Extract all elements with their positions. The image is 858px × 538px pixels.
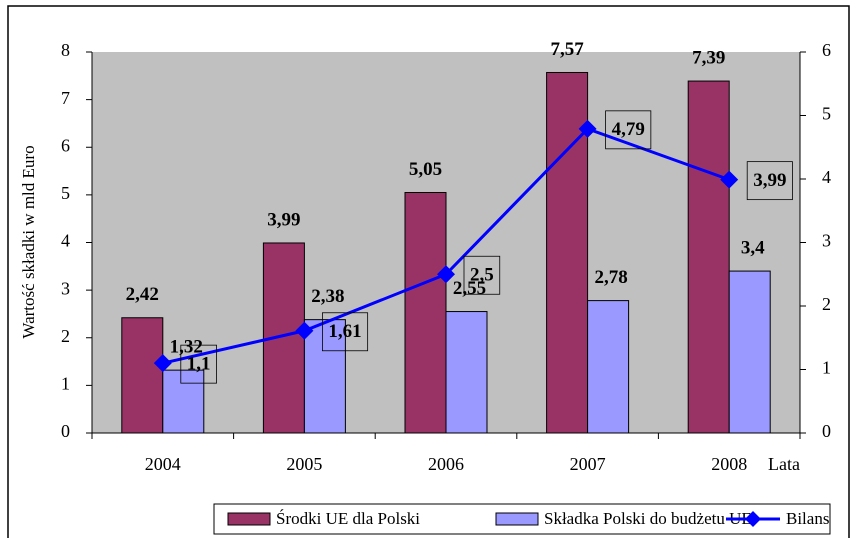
line-marker <box>437 265 455 284</box>
y2-tick-label: 3 <box>822 231 831 251</box>
y-tick-label: 1 <box>61 374 70 394</box>
x-tick-label: 2004 <box>145 454 181 474</box>
data-label: 1,1 <box>187 354 211 375</box>
data-label: 2,5 <box>470 265 494 286</box>
bar <box>546 71 589 434</box>
data-label: 7,57 <box>550 39 584 60</box>
y-tick-label: 7 <box>61 88 70 108</box>
bar <box>404 191 447 434</box>
y-tick-label: 8 <box>61 40 70 60</box>
data-label-box <box>180 344 217 384</box>
bar <box>728 270 771 434</box>
bar <box>445 311 488 434</box>
x-tick-label: 2008 <box>711 454 747 474</box>
data-label-box <box>605 110 652 150</box>
y-tick-label: 2 <box>61 326 70 346</box>
bar <box>303 319 346 434</box>
chart-frame <box>7 5 850 538</box>
data-label: 1,61 <box>328 321 361 342</box>
data-label-box <box>463 255 501 295</box>
y-tick-label: 6 <box>61 135 70 155</box>
line-marker <box>295 321 314 340</box>
data-label: 3,99 <box>267 209 300 230</box>
x-axis-title: Lata <box>768 454 800 474</box>
data-label: 2,42 <box>126 284 159 305</box>
legend-label: Bilans <box>786 509 829 528</box>
data-label-box <box>321 312 369 352</box>
line-marker <box>720 170 739 189</box>
y-axis-title: Wartość składki w mld Euro <box>19 145 38 338</box>
legend-label: Środki UE dla Polski <box>276 509 420 528</box>
y-tick-label: 3 <box>61 278 70 298</box>
bar <box>587 300 630 434</box>
data-label-box <box>746 161 793 201</box>
data-label: 5,05 <box>409 159 442 180</box>
data-label: 2,55 <box>453 278 486 299</box>
line-marker <box>153 354 172 373</box>
y-tick-label: 0 <box>61 421 70 441</box>
line-marker <box>578 119 597 138</box>
data-label: 7,39 <box>692 47 725 68</box>
bar <box>121 317 164 434</box>
y2-tick-label: 0 <box>822 421 831 441</box>
legend-label: Składka Polski do budżetu UE <box>544 509 752 528</box>
data-label: 4,79 <box>612 119 645 140</box>
x-tick-label: 2007 <box>570 454 606 474</box>
x-tick-label: 2005 <box>286 454 322 474</box>
y-tick-label: 4 <box>61 231 70 251</box>
legend-marker <box>745 511 761 527</box>
data-label: 3,99 <box>753 170 786 191</box>
y2-tick-label: 1 <box>822 358 831 378</box>
y2-tick-label: 4 <box>822 167 831 187</box>
data-label: 3,4 <box>741 237 765 258</box>
y2-tick-label: 6 <box>822 40 831 60</box>
bar <box>162 369 205 434</box>
y2-tick-label: 2 <box>822 294 831 314</box>
legend-swatch <box>227 512 271 526</box>
y2-tick-label: 5 <box>822 104 831 124</box>
legend-swatch <box>495 512 539 526</box>
bar <box>687 80 730 434</box>
x-tick-label: 2006 <box>428 454 464 474</box>
data-label: 1,32 <box>170 336 203 357</box>
data-label: 2,78 <box>594 267 627 288</box>
y-tick-label: 5 <box>61 183 70 203</box>
data-label: 2,38 <box>311 286 344 307</box>
